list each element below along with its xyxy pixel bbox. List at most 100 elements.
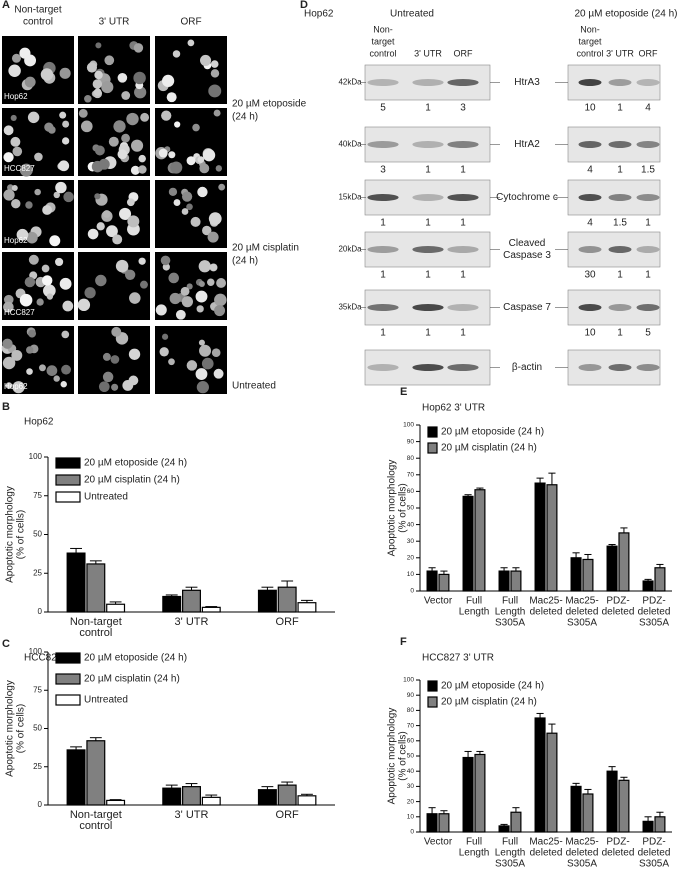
x-tick-label: Mac25- — [565, 596, 598, 607]
y-axis-label: Apoptotic morphology — [5, 680, 16, 777]
blot-band — [578, 364, 602, 371]
nucleus — [202, 148, 216, 162]
x-tick-label: Full — [502, 596, 518, 607]
nucleus — [168, 151, 176, 159]
row-label: (24 h) — [232, 256, 258, 267]
x-tick-label: Full — [466, 596, 482, 607]
cell-line: Hop62 — [304, 9, 334, 20]
column-header: control — [23, 17, 53, 28]
lane-label: ORF — [639, 48, 659, 58]
nucleus — [5, 382, 13, 389]
nucleus — [61, 364, 71, 375]
bar — [426, 813, 438, 833]
x-tick-label: deleted — [638, 607, 671, 618]
nucleus — [59, 277, 72, 290]
nucleus — [3, 125, 14, 136]
nucleus — [28, 329, 37, 338]
x-tick-label: Non-target — [70, 809, 122, 821]
bar — [66, 749, 86, 806]
nucleus — [162, 263, 170, 271]
blot-band — [608, 364, 632, 371]
y-tick-label: 100 — [29, 647, 43, 656]
bar — [618, 779, 630, 833]
nucleus — [169, 292, 181, 305]
bar — [277, 784, 297, 806]
lane-label: target — [578, 36, 602, 46]
quantification: 1 — [460, 328, 466, 339]
quantification: 3 — [460, 103, 466, 114]
blot-band — [412, 194, 444, 201]
column-header: 3' UTR — [99, 17, 130, 28]
nucleus — [26, 346, 34, 354]
y-tick-label: 20 — [407, 798, 415, 805]
x-tick-label: deleted — [602, 607, 635, 618]
nucleus — [181, 296, 194, 308]
blot-band — [367, 246, 399, 253]
x-tick-label: S305A — [639, 859, 669, 869]
nucleus — [158, 148, 168, 158]
x-tick-label: S305A — [567, 618, 597, 629]
nucleus — [197, 156, 205, 164]
blot-band — [578, 79, 602, 86]
cell-line-tag: Hop62 — [4, 92, 28, 101]
y-tick-label: 60 — [407, 738, 415, 745]
nucleus — [102, 210, 111, 218]
bar — [277, 586, 297, 613]
cell-line-tag: HCC827 — [4, 308, 35, 317]
blot-band — [608, 194, 632, 201]
nucleus — [61, 330, 70, 339]
blot-band — [608, 304, 632, 311]
nucleus — [198, 260, 211, 273]
legend-label: 20 µM cisplatin (24 h) — [84, 475, 180, 486]
nucleus — [190, 216, 201, 227]
nucleus — [26, 231, 38, 244]
nucleus — [170, 161, 183, 174]
y-tick-label: 0 — [410, 829, 414, 836]
x-tick-label: ORF — [276, 809, 300, 821]
cell-line-tag: Hop62 — [4, 382, 28, 391]
nucleus — [159, 347, 169, 357]
blot-band — [636, 246, 660, 253]
nucleus — [131, 139, 144, 152]
legend-swatch — [55, 457, 81, 469]
bar — [182, 589, 201, 613]
blot-band — [412, 246, 444, 253]
quantification: 1 — [617, 103, 623, 114]
blot-band — [447, 79, 479, 86]
y-tick-label: 25 — [33, 762, 42, 771]
bar — [86, 563, 106, 613]
y-tick-label: 50 — [33, 724, 42, 733]
protein-label: β-actin — [512, 362, 542, 373]
blot-band — [412, 141, 444, 148]
nucleus — [63, 191, 74, 203]
bar — [66, 552, 86, 613]
quantification: 1 — [617, 270, 623, 281]
nucleus — [201, 357, 214, 370]
nucleus — [160, 255, 171, 266]
nucleus — [168, 272, 180, 284]
nucleus — [110, 355, 120, 364]
quantification: 5 — [380, 103, 386, 114]
x-tick-label: PDZ- — [642, 837, 665, 848]
nucleus — [133, 71, 146, 85]
nucleus — [186, 360, 198, 371]
nucleus — [101, 81, 114, 94]
bar — [257, 789, 277, 806]
chart-title: HCC827 — [24, 653, 63, 664]
protein-label: Cleaved — [509, 238, 546, 249]
y-tick-label: 100 — [403, 677, 414, 684]
nucleus — [161, 110, 172, 121]
nucleus — [102, 371, 114, 383]
x-tick-label: deleted — [602, 848, 635, 859]
quantification: 4 — [587, 218, 593, 229]
nucleus — [62, 120, 70, 128]
nucleus — [126, 112, 139, 126]
nucleus — [59, 67, 71, 79]
blot-band — [636, 304, 660, 311]
quantification: 1 — [425, 218, 431, 229]
nucleus — [80, 120, 93, 133]
nucleus — [61, 137, 70, 145]
quantification: 3 — [380, 165, 386, 176]
x-tick-label: deleted — [566, 848, 599, 859]
